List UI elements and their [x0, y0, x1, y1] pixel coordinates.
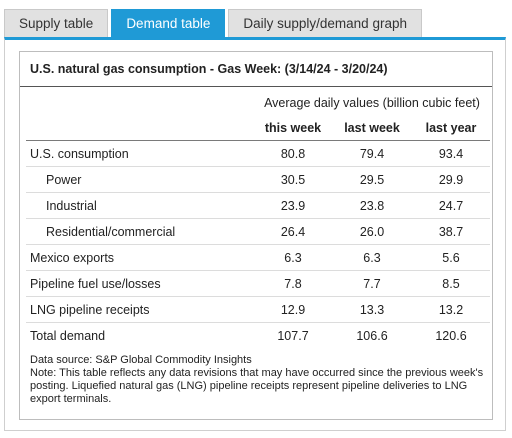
tab-daily-supply-demand-graph[interactable]: Daily supply/demand graph [228, 9, 422, 37]
cell-value: 8.5 [412, 270, 490, 297]
tab-bar: Supply table Demand table Daily supply/d… [4, 9, 422, 37]
row-label: Mexico exports [26, 244, 254, 271]
cell-value: 23.8 [332, 192, 412, 219]
row-label: U.S. consumption [26, 140, 254, 167]
cell-value: 7.7 [332, 270, 412, 297]
group-header: Average daily values (billion cubic feet… [264, 95, 480, 110]
row-label: Total demand [26, 322, 254, 348]
tab-panel: U.S. natural gas consumption - Gas Week:… [4, 37, 506, 431]
cell-value: 29.5 [332, 166, 412, 193]
table-row: Residential/commercial 26.4 26.0 38.7 [26, 218, 490, 245]
tab-demand-table[interactable]: Demand table [111, 9, 226, 37]
cell-value: 80.8 [254, 140, 332, 167]
cell-value: 5.6 [412, 244, 490, 271]
cell-value: 23.9 [254, 192, 332, 219]
row-label: Residential/commercial [26, 218, 254, 245]
demand-table: Average daily values (billion cubic feet… [26, 90, 490, 348]
table-row: U.S. consumption 80.8 79.4 93.4 [26, 140, 490, 167]
table-row: Mexico exports 6.3 6.3 5.6 [26, 244, 490, 271]
table-row: LNG pipeline receipts 12.9 13.3 13.2 [26, 296, 490, 323]
cell-value: 120.6 [412, 322, 490, 348]
cell-value: 26.4 [254, 218, 332, 245]
title-divider [20, 86, 492, 87]
cell-value: 106.6 [332, 322, 412, 348]
table-row: Pipeline fuel use/losses 7.8 7.7 8.5 [26, 270, 490, 297]
tab-supply-table[interactable]: Supply table [4, 9, 109, 37]
cell-value: 26.0 [332, 218, 412, 245]
cell-value: 79.4 [332, 140, 412, 167]
row-label: LNG pipeline receipts [26, 296, 254, 323]
table-row: Industrial 23.9 23.8 24.7 [26, 192, 490, 219]
cell-value: 6.3 [332, 244, 412, 271]
cell-value: 13.2 [412, 296, 490, 323]
table-notes: Data source: S&P Global Commodity Insigh… [30, 354, 486, 406]
cell-value: 107.7 [254, 322, 332, 348]
cell-value: 6.3 [254, 244, 332, 271]
column-header-last-year: last year [412, 115, 490, 141]
cell-value: 12.9 [254, 296, 332, 323]
column-header-this-week: this week [254, 115, 332, 141]
row-label: Pipeline fuel use/losses [26, 270, 254, 297]
row-label: Industrial [26, 192, 254, 219]
cell-value: 24.7 [412, 192, 490, 219]
cell-value: 30.5 [254, 166, 332, 193]
row-label: Power [26, 166, 254, 193]
total-row: Total demand 107.7 106.6 120.6 [26, 322, 490, 348]
table-title: U.S. natural gas consumption - Gas Week:… [30, 62, 388, 76]
cell-value: 13.3 [332, 296, 412, 323]
table-container: U.S. natural gas consumption - Gas Week:… [19, 51, 493, 420]
cell-value: 29.9 [412, 166, 490, 193]
table-row: Power 30.5 29.5 29.9 [26, 166, 490, 193]
cell-value: 93.4 [412, 140, 490, 167]
data-source-text: Data source: S&P Global Commodity Insigh… [30, 354, 252, 366]
note-text: Note: This table reflects any data revis… [30, 367, 484, 405]
cell-value: 38.7 [412, 218, 490, 245]
column-header-last-week: last week [332, 115, 412, 141]
cell-value: 7.8 [254, 270, 332, 297]
